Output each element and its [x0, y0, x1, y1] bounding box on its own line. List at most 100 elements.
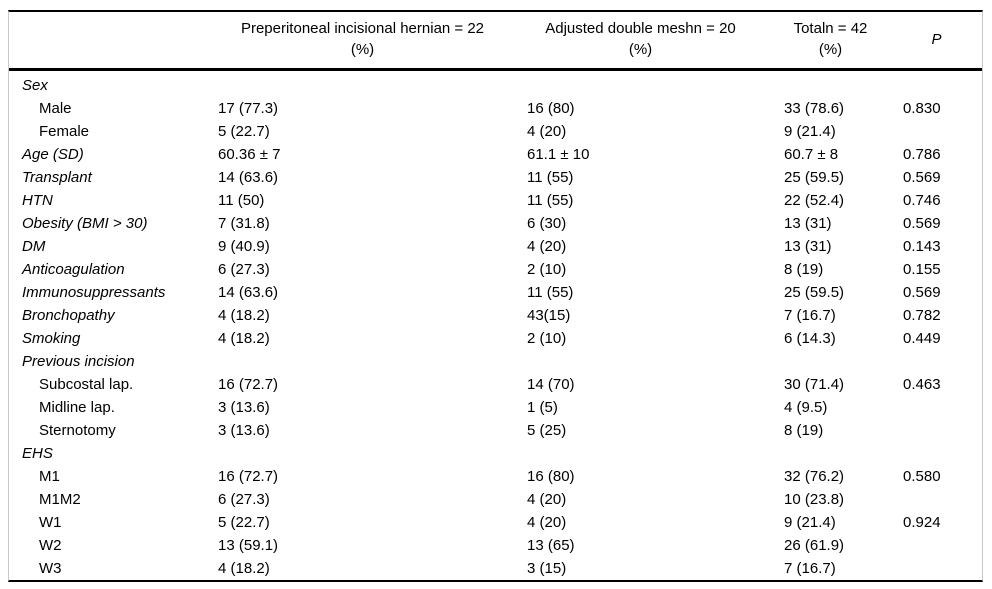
column-header-adjusted-double-mesh: Adjusted double meshn = 20 (%): [527, 12, 784, 71]
value-p: [903, 419, 982, 442]
table-row: Sternotomy 3 (13.6) 5 (25) 8 (19): [9, 419, 982, 442]
column-header-label: Preperitoneal incisional hernian = 22: [240, 20, 485, 37]
value-total: 60.7 ± 8: [784, 146, 839, 163]
value-preperitoneal: 11 (50): [218, 192, 265, 209]
value-p: [903, 350, 982, 373]
value-adjusted-double-mesh: 2 (10): [527, 261, 567, 278]
column-header-label: Adjusted double meshn = 20: [545, 20, 736, 37]
value-preperitoneal: 6 (27.3): [218, 491, 270, 508]
value-adjusted-double-mesh: [527, 70, 784, 98]
value-preperitoneal: [218, 70, 527, 98]
row-label: Anticoagulation: [22, 261, 125, 278]
table-row: Bronchopathy 4 (18.2) 43(15) 7 (16.7) 0.782: [9, 304, 982, 327]
value-adjusted-double-mesh: 1 (5): [527, 399, 558, 416]
value-total: 9 (21.4): [784, 514, 836, 531]
row-label: W3: [39, 560, 62, 577]
value-adjusted-double-mesh: 5 (25): [527, 422, 567, 439]
value-p: [903, 488, 982, 511]
value-total: 4 (9.5): [784, 399, 828, 416]
value-p: 0.830: [903, 100, 941, 117]
table-row: Midline lap. 3 (13.6) 1 (5) 4 (9.5): [9, 396, 982, 419]
value-total: [784, 350, 903, 373]
table-row: HTN 11 (50) 11 (55) 22 (52.4) 0.746: [9, 189, 982, 212]
row-label: Bronchopathy: [22, 307, 115, 324]
value-total: 32 (76.2): [784, 468, 845, 485]
value-total: 6 (14.3): [784, 330, 836, 347]
value-p: 0.143: [903, 238, 941, 255]
value-adjusted-double-mesh: 4 (20): [527, 123, 567, 140]
value-adjusted-double-mesh: 11 (55): [527, 192, 574, 209]
value-preperitoneal: 60.36 ± 7: [218, 146, 281, 163]
table-row: M1 16 (72.7) 16 (80) 32 (76.2) 0.580: [9, 465, 982, 488]
table-row: M1M2 6 (27.3) 4 (20) 10 (23.8): [9, 488, 982, 511]
value-adjusted-double-mesh: 43(15): [527, 307, 571, 324]
value-adjusted-double-mesh: [527, 442, 784, 465]
value-p: [903, 396, 982, 419]
row-label: EHS: [22, 445, 53, 462]
row-label: Obesity (BMI > 30): [22, 215, 148, 232]
value-adjusted-double-mesh: 2 (10): [527, 330, 567, 347]
value-preperitoneal: 17 (77.3): [218, 100, 279, 117]
value-adjusted-double-mesh: 13 (65): [527, 537, 575, 554]
table-row: Sex: [9, 70, 982, 98]
value-total: 26 (61.9): [784, 537, 845, 554]
row-label: Transplant: [22, 169, 92, 186]
table-row: Transplant 14 (63.6) 11 (55) 25 (59.5) 0.569: [9, 166, 982, 189]
value-p: 0.580: [903, 468, 941, 485]
value-adjusted-double-mesh: 16 (80): [527, 100, 575, 117]
value-preperitoneal: 16 (72.7): [218, 376, 279, 393]
value-preperitoneal: 13 (59.1): [218, 537, 279, 554]
value-p: [903, 120, 982, 143]
row-label: W1: [39, 514, 62, 531]
value-preperitoneal: [218, 350, 527, 373]
value-p: [903, 442, 982, 465]
table-row: Anticoagulation 6 (27.3) 2 (10) 8 (19) 0.155: [9, 258, 982, 281]
value-preperitoneal: 5 (22.7): [218, 123, 270, 140]
value-total: 8 (19): [784, 422, 824, 439]
row-label: W2: [39, 537, 62, 554]
table-row: Previous incision: [9, 350, 982, 373]
row-label: HTN: [22, 192, 53, 209]
value-total: 25 (59.5): [784, 169, 845, 186]
value-adjusted-double-mesh: 4 (20): [527, 491, 567, 508]
row-label: Previous incision: [22, 353, 135, 370]
value-preperitoneal: [218, 442, 527, 465]
value-adjusted-double-mesh: 3 (15): [527, 560, 567, 577]
value-p: 0.746: [903, 192, 941, 209]
value-adjusted-double-mesh: 16 (80): [527, 468, 575, 485]
column-header-sub: (%): [818, 41, 843, 58]
row-label-column-header: [9, 12, 218, 71]
table-row: W1 5 (22.7) 4 (20) 9 (21.4) 0.924: [9, 511, 982, 534]
value-total: 25 (59.5): [784, 284, 845, 301]
column-header-total: Totaln = 42 (%): [784, 12, 903, 71]
value-p: 0.449: [903, 330, 941, 347]
value-total: 8 (19): [784, 261, 824, 278]
value-adjusted-double-mesh: [527, 350, 784, 373]
value-total: 9 (21.4): [784, 123, 836, 140]
value-p: [903, 557, 982, 580]
column-header-p-value: P: [903, 12, 982, 71]
value-preperitoneal: 7 (31.8): [218, 215, 270, 232]
value-p: 0.786: [903, 146, 941, 163]
value-p: 0.569: [903, 169, 941, 186]
table-row: Immunosuppressants 14 (63.6) 11 (55) 25 (59…: [9, 281, 982, 304]
row-label: Midline lap.: [39, 399, 115, 416]
value-adjusted-double-mesh: 6 (30): [527, 215, 567, 232]
row-label: M1: [39, 468, 60, 485]
value-total: [784, 70, 903, 98]
row-label: DM: [22, 238, 46, 255]
value-p: 0.569: [903, 284, 941, 301]
row-label: Age (SD): [22, 146, 84, 163]
value-p: [903, 534, 982, 557]
value-p: 0.782: [903, 307, 941, 324]
row-label: Sex: [22, 77, 48, 94]
value-adjusted-double-mesh: 14 (70): [527, 376, 575, 393]
value-adjusted-double-mesh: 61.1 ± 10: [527, 146, 590, 163]
row-label: Subcostal lap.: [39, 376, 134, 393]
row-label: Sternotomy: [39, 422, 116, 439]
value-preperitoneal: 3 (13.6): [218, 422, 270, 439]
value-adjusted-double-mesh: 4 (20): [527, 514, 567, 531]
table-row: Subcostal lap. 16 (72.7) 14 (70) 30 (71.4) 0…: [9, 373, 982, 396]
value-total: 22 (52.4): [784, 192, 845, 209]
table-row: Obesity (BMI > 30) 7 (31.8) 6 (30) 13 (31) 0…: [9, 212, 982, 235]
